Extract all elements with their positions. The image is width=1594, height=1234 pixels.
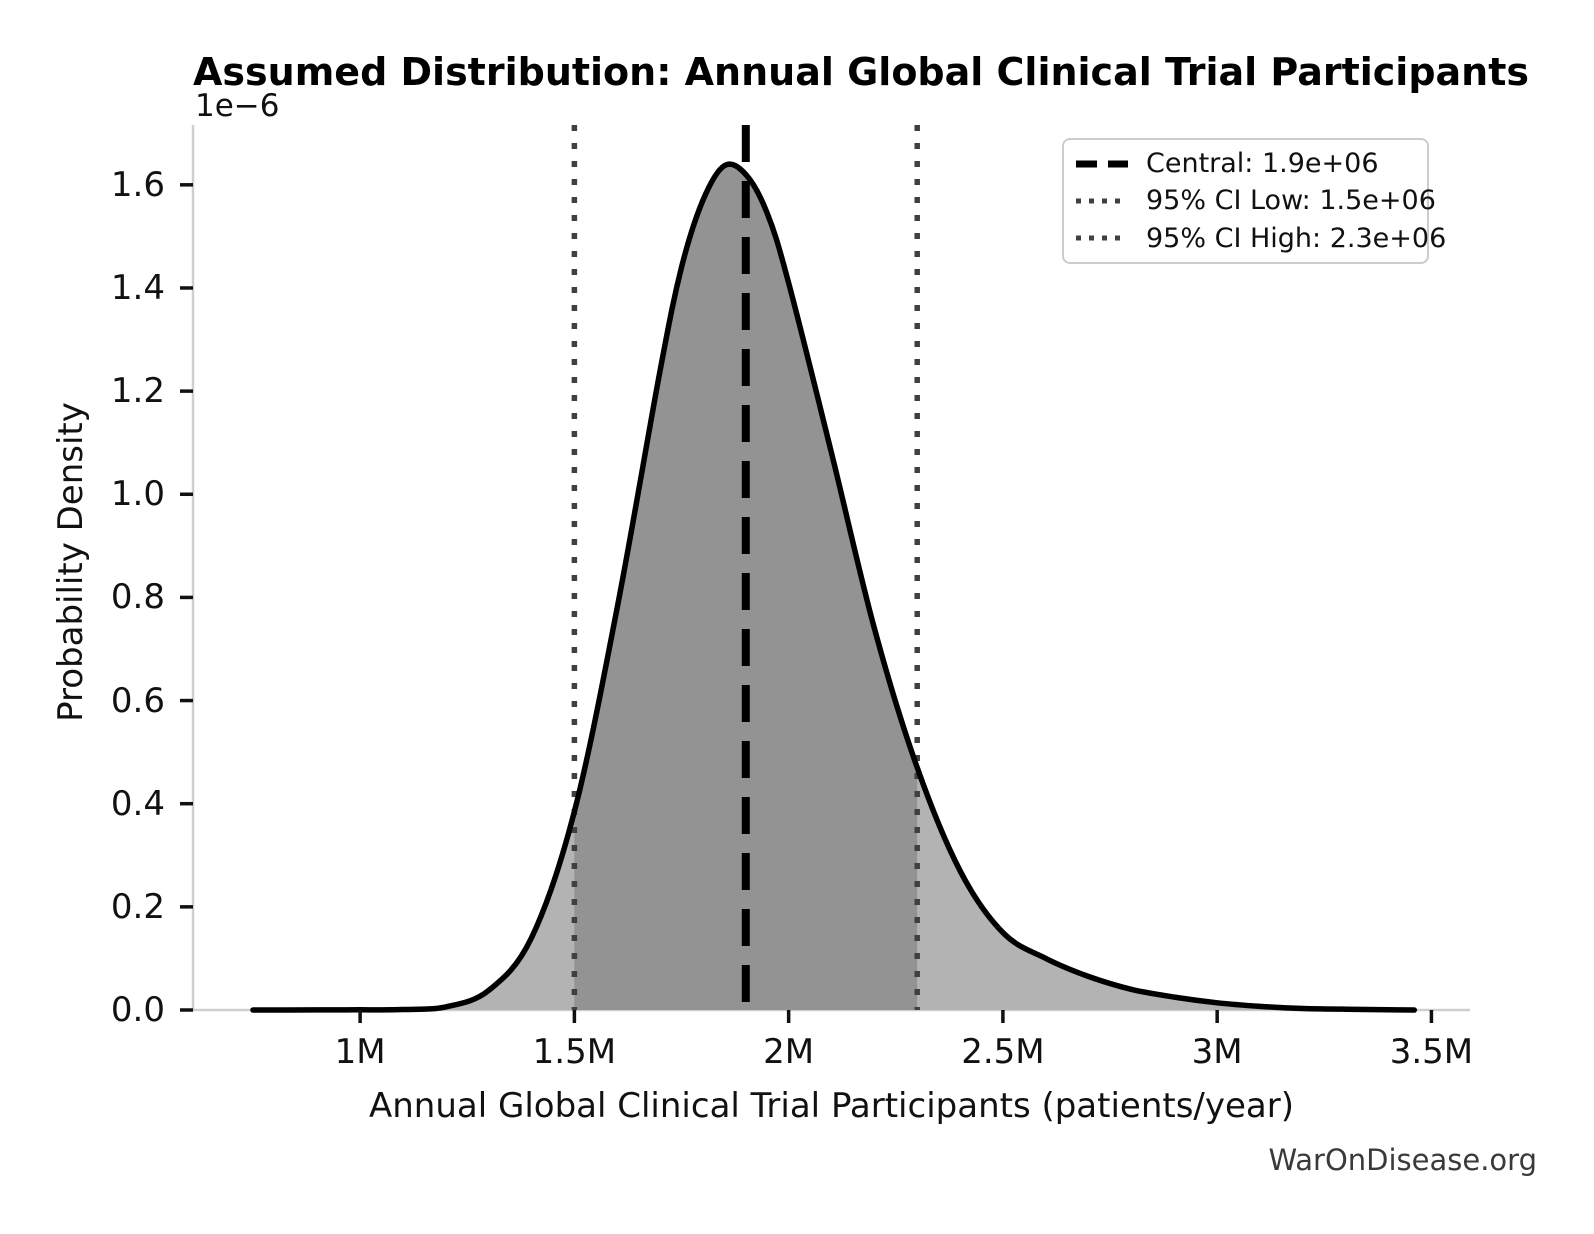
density-curve: [250, 161, 1418, 1013]
x-tick-label: 2.5M: [961, 1032, 1045, 1072]
y-tick-label: 1.2: [110, 371, 165, 412]
y-tick-label: 1.4: [110, 267, 165, 308]
dashed-line-sample-icon: [1076, 160, 1128, 168]
chart-title: Assumed Distribution: Annual Global Clin…: [193, 50, 1530, 94]
dotted-line-sample-icon: [1076, 198, 1128, 204]
x-tick-label: 3M: [1191, 1032, 1243, 1072]
y-tick-label: 1.6: [110, 164, 165, 205]
legend-item-ci-high: 95% CI High: 2.3e+06: [1076, 220, 1446, 257]
y-axis-offset-label: 1e−6: [195, 88, 280, 124]
watermark: WarOnDisease.org: [1268, 1143, 1537, 1177]
y-tick-label: 1.0: [110, 474, 165, 515]
y-tick-label: 0.8: [110, 577, 165, 618]
x-tick-label: 2M: [763, 1032, 815, 1072]
legend-label-central: Central: 1.9e+06: [1146, 148, 1379, 180]
y-tick-label: 0.6: [110, 680, 165, 721]
legend-label-ci-high: 95% CI High: 2.3e+06: [1146, 222, 1447, 254]
legend: Central: 1.9e+06 95% CI Low: 1.5e+06 95%…: [1062, 138, 1446, 264]
legend-label-ci-low: 95% CI Low: 1.5e+06: [1146, 185, 1436, 217]
x-tick-label: 3.5M: [1389, 1032, 1474, 1072]
y-tick-label: 0.0: [110, 990, 165, 1030]
ci-region-fill: [574, 164, 918, 1010]
legend-item-central: Central: 1.9e+06: [1076, 145, 1417, 182]
x-tick-label: 1.5M: [532, 1032, 617, 1072]
y-tick-label: 0.4: [110, 783, 165, 824]
x-axis-label: Annual Global Clinical Trial Participant…: [368, 1086, 1295, 1126]
legend-item-ci-low: 95% CI Low: 1.5e+06: [1076, 182, 1436, 219]
dotted-line-sample-icon: [1076, 235, 1128, 241]
y-tick-label: 0.2: [110, 886, 165, 927]
x-tick-label: 1M: [334, 1032, 386, 1072]
